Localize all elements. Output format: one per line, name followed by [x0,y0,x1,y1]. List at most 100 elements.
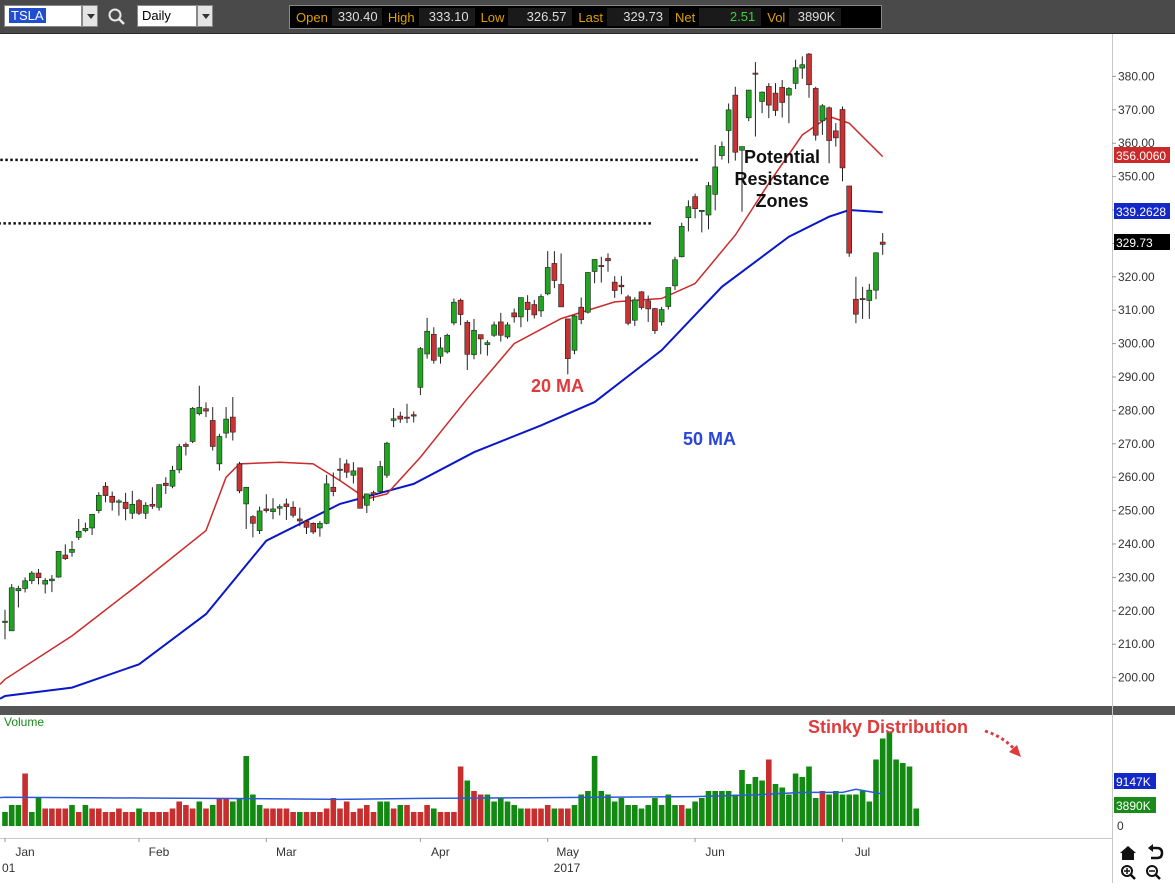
candle-body [638,291,645,308]
candle-body [839,109,846,169]
volume-bar [243,756,249,826]
candle-body [678,226,685,258]
candle-body [343,463,350,473]
candle-body [163,482,169,486]
candle-body [618,284,625,288]
volume-bar [236,798,243,826]
candle-body [430,333,437,361]
candle [558,253,564,308]
candle [330,472,337,497]
candle [209,407,216,451]
volume-bar [471,791,477,826]
y-tick-label: 250.00 [1118,504,1155,518]
candle [685,200,692,232]
volume-bar [2,812,8,826]
net-value: 2.51 [699,8,762,26]
volume-bar [62,808,69,826]
search-icon[interactable] [107,7,127,27]
volume-bar [886,731,893,826]
resistance-lines [0,158,698,225]
candle-body [685,206,692,218]
candle-body [136,500,142,514]
candle-body [826,107,832,141]
volume-bar [692,801,698,826]
zoom-out-icon[interactable] [1146,865,1161,880]
pane-divider[interactable] [0,706,1175,715]
ma20-line [0,115,884,685]
candle [672,256,678,291]
candle-body [464,321,471,355]
candle-body [832,130,839,139]
home-icon[interactable] [1120,846,1136,860]
volume-bar [544,805,551,826]
candle-body [203,408,209,412]
symbol-input[interactable]: TSLA [4,5,82,27]
candle [303,519,310,534]
period-select[interactable]: Daily [137,5,197,27]
period-dropdown-button[interactable] [197,5,213,27]
volume-bar [116,808,122,826]
candle [283,498,290,520]
volume-bar [370,812,377,826]
volume-bar [745,784,752,826]
candle-body [578,306,585,320]
symbol-dropdown-button[interactable] [82,5,98,27]
volume-bar [531,808,538,826]
candle [625,294,631,326]
x-month-label: Mar [276,845,297,859]
candle [430,327,437,364]
candle [49,575,55,593]
price-volume-chart[interactable]: 200.00 210.00 220.00 230.00 240.00 250.00 260.… [0,34,1175,883]
candle-body [189,408,196,442]
volume-bar [230,801,236,826]
candle [511,308,518,323]
price-tags: 356.0060 339.2628 329.73 [1114,147,1170,250]
candle-body [290,506,296,516]
candle-body [772,92,779,111]
candle-body [658,309,665,323]
symbol-value: TSLA [9,8,46,23]
candle [404,403,410,424]
candle [538,294,544,317]
volume-bar [518,808,524,826]
candle-body [42,580,49,585]
candle [678,222,685,258]
ma50-annotation: 50 MA [683,429,736,449]
candle [839,106,846,182]
candle [571,314,578,355]
candle [879,233,886,255]
volume-bar [812,798,819,826]
candle [518,297,524,328]
volume-bar [859,791,866,826]
candle-body [82,528,89,531]
candle-body [792,67,799,84]
candle-body [444,334,451,353]
candle-body [310,523,317,533]
candle [859,286,866,319]
volume-bar [384,801,390,826]
candle [370,490,377,501]
chart-area[interactable]: 200.00 210.00 220.00 230.00 240.00 250.00 260.… [0,34,1175,883]
candle [323,474,330,525]
candle [55,551,62,578]
candle [310,522,317,534]
ma20-price-tag-text: 356.0060 [1116,149,1166,163]
candle [792,59,799,90]
volume-bar [149,812,156,826]
candle-body [846,185,853,254]
undo-icon[interactable] [1150,846,1164,860]
y-tick-label: 310.00 [1118,303,1155,317]
candle-body [451,301,457,324]
candle-body [511,312,518,318]
candle-body [410,414,417,417]
candle-body [69,549,75,553]
candle-body [62,554,69,560]
zoom-in-icon[interactable] [1121,865,1136,880]
candle-body [156,484,162,508]
candle [531,299,538,319]
candle-body [812,88,819,136]
candle [846,185,853,257]
candle-body [765,86,772,106]
volume-bar [357,808,363,826]
candle-body [725,109,732,131]
